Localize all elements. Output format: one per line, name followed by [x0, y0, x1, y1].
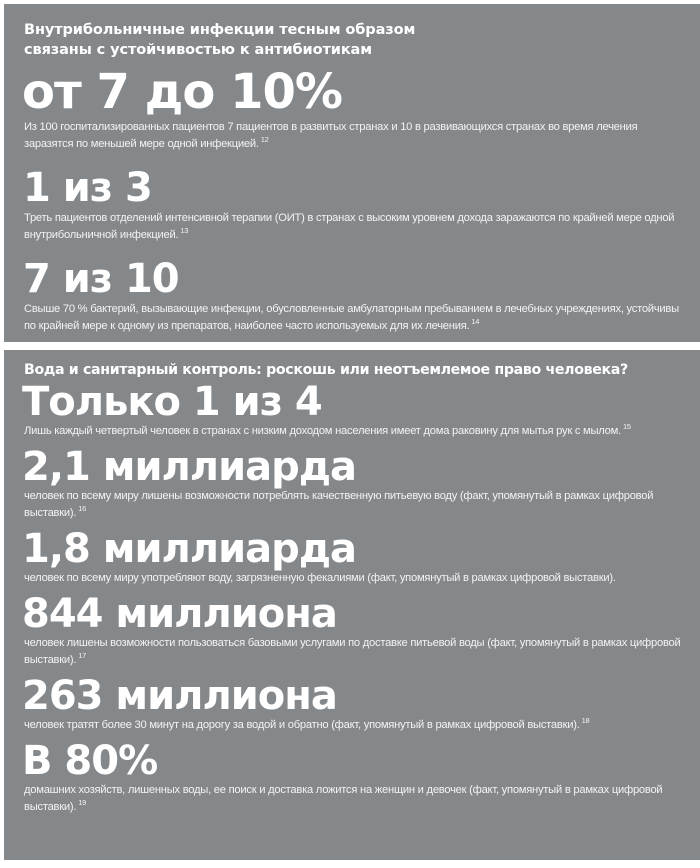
fact-headline: 844 миллиона	[22, 591, 338, 637]
fact-body-text: Из 100 госпитализированных пациентов 7 п…	[24, 121, 638, 150]
fact-body-text: домашних хозяйств, лишенных воды, ее пои…	[24, 784, 663, 813]
fact-block-80-percent: В 80% домашних хозяйств, лишенных воды, …	[22, 738, 682, 816]
fact-footnote-marker: 17	[78, 651, 87, 661]
fact-headline: 1,8 миллиарда	[22, 526, 357, 572]
fact-footnote-marker: 19	[78, 798, 87, 808]
fact-headline: 1 из 3	[23, 165, 153, 211]
fact-body: человек по всему миру лишены возможности…	[24, 488, 682, 522]
fact-body: человек по всему миру употребляют воду, …	[24, 570, 682, 587]
fact-block-1-of-3: 1 из 3 Треть пациентов отделений интенси…	[23, 165, 682, 244]
fact-block-only-1-of-4: Только 1 из 4 Лишь каждый четвертый чело…	[22, 379, 682, 440]
fact-body-text: человек по всему миру употребляют воду, …	[24, 572, 616, 584]
fact-body-text: человек тратят более 30 минут на дорогу …	[24, 719, 580, 731]
fact-headline: 2,1 миллиарда	[22, 444, 357, 490]
fact-body-text: Свыше 70 % бактерий, вызывающие инфекции…	[24, 303, 679, 332]
fact-footnote-marker: 13	[180, 226, 189, 236]
fact-block-844-million: 844 миллиона человек лишены возможности …	[22, 591, 682, 669]
section-heading-water-sanitation: Вода и санитарный контроль: роскошь или …	[24, 362, 628, 378]
section-heading-healthcare-infections: Внутрибольничные инфекции тесным образом…	[24, 22, 416, 58]
fact-block-263-million: 263 миллиона человек тратят более 30 мин…	[22, 673, 682, 734]
panel-divider	[0, 342, 700, 350]
fact-footnote-marker	[616, 569, 618, 578]
fact-body: человек тратят более 30 минут на дорогу …	[24, 717, 682, 734]
fact-footnote-marker: 18	[581, 716, 590, 726]
fact-footnote-marker: 12	[260, 135, 269, 145]
fact-headline: 263 миллиона	[22, 673, 338, 719]
fact-headline: 7 из 10	[23, 256, 180, 302]
fact-body: Свыше 70 % бактерий, вызывающие инфекции…	[24, 301, 682, 335]
fact-footnote-marker: 15	[622, 422, 631, 432]
fact-headline: В 80%	[22, 738, 158, 784]
panel-healthcare-infections: Внутрибольничные инфекции тесным образом…	[4, 4, 700, 342]
fact-headline: Только 1 из 4	[22, 379, 323, 425]
fact-body: Из 100 госпитализированных пациентов 7 п…	[24, 119, 682, 153]
panel-water-sanitation: Вода и санитарный контроль: роскошь или …	[4, 350, 700, 860]
fact-body: Лишь каждый четвертый человек в странах …	[24, 423, 682, 440]
fact-block-2-1-billion: 2,1 миллиарда человек по всему миру лише…	[22, 444, 682, 522]
fact-block-7-to-10-percent: от 7 до 10% Из 100 госпитализированных п…	[22, 64, 682, 153]
fact-body-text: Треть пациентов отделений интенсивной те…	[24, 212, 675, 241]
fact-footnote-marker: 14	[471, 317, 480, 327]
fact-body: домашних хозяйств, лишенных воды, ее пои…	[24, 782, 682, 816]
fact-block-7-of-10: 7 из 10 Свыше 70 % бактерий, вызывающие …	[23, 256, 682, 335]
fact-headline: от 7 до 10%	[22, 64, 343, 120]
fact-body: Треть пациентов отделений интенсивной те…	[24, 210, 682, 244]
fact-footnote-marker: 16	[78, 504, 87, 514]
fact-block-1-8-billion: 1,8 миллиарда человек по всему миру упот…	[22, 526, 682, 587]
fact-body: человек лишены возможности пользоваться …	[24, 635, 682, 669]
fact-body-text: человек по всему миру лишены возможности…	[24, 490, 654, 519]
fact-body-text: Лишь каждый четвертый человек в странах …	[24, 425, 621, 437]
fact-body-text: человек лишены возможности пользоваться …	[24, 637, 681, 666]
